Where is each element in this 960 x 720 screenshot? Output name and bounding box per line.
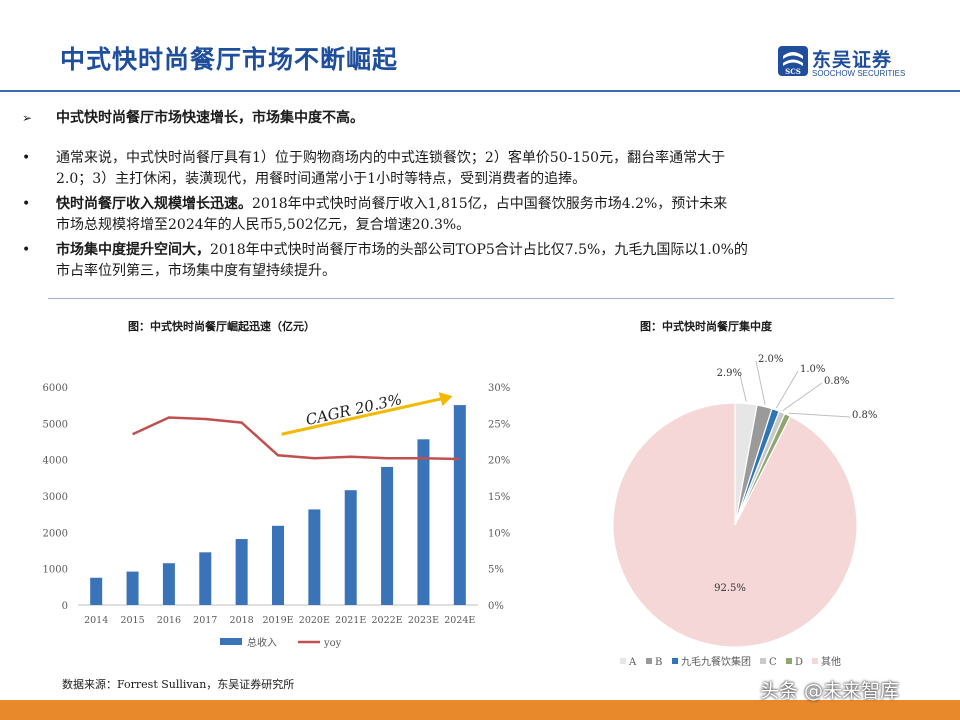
pie-value-label: 1.0% (800, 364, 825, 375)
concentration-pie-chart: 2.9%2.0%1.0%0.8%0.8%92.5%A B 九毛九餐饮集团 C D 其他 (612, 354, 877, 668)
watermark: 头条 @未来智库 (760, 680, 900, 702)
pie-leader-line (755, 360, 766, 405)
bullet-2-line-2: 市场总规模将增至2024年的人民币5,502亿元，复合增速20.3%。 (56, 217, 471, 233)
legend-label: A (628, 657, 637, 668)
y-right-tick-label: 0% (488, 601, 504, 612)
brand-logo: SCS 东吴证券 SOOCHOW SECURITIES (778, 44, 928, 80)
bar-2023E (417, 439, 430, 605)
y-left-tick-label: 3000 (43, 492, 68, 503)
bullet-3-line-2: 市占率位列第三，市场集中度有望持续提升。 (56, 263, 336, 279)
svg-text:SCS: SCS (785, 67, 801, 76)
x-tick-label: 2023E (408, 615, 439, 626)
x-tick-label: 2017 (193, 615, 217, 626)
pie-leader-line (775, 370, 799, 409)
pie-leader-line (739, 374, 747, 402)
legend-label-yoy: yoy (323, 638, 342, 649)
bar-2015 (126, 571, 139, 605)
y-right-tick-label: 5% (488, 565, 504, 576)
pie-value-label: 2.0% (758, 354, 783, 365)
legend-swatch-九毛九餐饮集团 (672, 658, 678, 664)
y-right-tick-label: 20% (488, 456, 510, 467)
headline-text: 中式快时尚餐厅市场快速增长，市场集中度不高。 (56, 110, 364, 126)
bar-2020E (308, 509, 321, 605)
x-tick-label: 2019E (262, 615, 293, 626)
y-right-tick-label: 10% (488, 528, 510, 539)
y-left-tick-label: 4000 (43, 456, 68, 467)
title-divider (0, 90, 960, 92)
legend-swatch-B (646, 658, 652, 664)
bullet-1-text-1: 通常来说，中式快时尚餐厅具有1）位于购物商场内的中式连锁餐饮；2）客单价50-1… (56, 150, 726, 166)
y-right-tick-label: 30% (488, 383, 510, 394)
y-left-tick-label: 2000 (43, 528, 68, 539)
pie-slice-其他 (612, 402, 858, 648)
soochow-logo-icon: SCS (778, 46, 808, 76)
dot-bullet-icon: • (22, 242, 31, 258)
x-tick-label: 2020E (299, 615, 330, 626)
right-chart-title: 图：中式快时尚餐厅集中度 (640, 320, 772, 333)
revenue-chart: 0 1000 2000 3000 4000 5000 6000 0% 5% 10% 15% 20% 25… (43, 383, 511, 649)
page-title: 中式快时尚餐厅市场不断崛起 (60, 45, 399, 74)
bar-2016 (162, 563, 175, 605)
legend-label: C (769, 657, 777, 668)
y-left-tick-label: 5000 (43, 419, 68, 430)
bullet-3-bold: 市场集中度提升空间大， (56, 242, 210, 258)
y-left-tick-label: 1000 (43, 565, 68, 576)
legend-swatch-D (786, 658, 792, 664)
y-left-tick-label: 6000 (43, 383, 68, 394)
dot-bullet-icon: • (22, 150, 31, 166)
bullet-3-text-1: 2018年中式快时尚餐厅市场的头部公司TOP5合计占比仅7.5%，九毛九国际以1… (210, 242, 748, 258)
data-source-note: 数据来源：Forrest Sullivan，东吴证券研究所 (62, 678, 295, 691)
bullet-1-line-1: • 通常来说，中式快时尚餐厅具有1）位于购物商场内的中式连锁餐饮；2）客单价50… (22, 148, 725, 169)
cagr-annotation: CAGR 20.3% (304, 390, 404, 429)
x-tick-label: 2015 (120, 615, 144, 626)
bullet-3-line-1: • 市场集中度提升空间大，2018年中式快时尚餐厅市场的头部公司TOP5合计占比… (22, 240, 748, 261)
legend-label: D (795, 657, 803, 668)
bar-2021E (344, 490, 357, 605)
left-chart-title: 图：中式快时尚餐厅崛起迅速（亿元） (128, 320, 315, 333)
bar-2018 (235, 539, 248, 605)
bar-2024E (453, 405, 466, 605)
bullet-2-bold: 快时尚餐厅收入规模增长迅速。 (56, 196, 252, 212)
y-left-tick-label: 0 (62, 601, 68, 612)
headline-row: ➢ 中式快时尚餐厅市场快速增长，市场集中度不高。 (22, 108, 364, 129)
bar-2022E (381, 466, 394, 605)
pie-value-label: 0.8% (852, 410, 877, 421)
bar-2014 (90, 577, 103, 605)
cagr-arrow-line (281, 396, 445, 436)
pie-value-label: 2.9% (717, 368, 742, 379)
x-tick-label: 2016 (157, 615, 181, 626)
legend-swatch-C (760, 658, 766, 664)
bullet-1-line-2: 2.0；3）主打休闲，装潢现代，用餐时间通常小于1小时等特点，受到消费者的追捧。 (56, 171, 587, 187)
yoy-line (132, 416, 460, 461)
pie-leader-line (788, 412, 851, 418)
legend-swatch-其他 (812, 658, 818, 664)
logo-chinese-name: 东吴证券 (812, 49, 893, 71)
x-tick-label: 2014 (84, 615, 108, 626)
x-tick-label: 2022E (372, 615, 403, 626)
dot-bullet-icon: • (22, 196, 31, 212)
bar-2017 (199, 552, 212, 605)
cagr-arrow-head (438, 392, 453, 407)
pie-value-label: 92.5% (714, 583, 746, 594)
bullet-2-text-1: 2018年中式快时尚餐厅收入1,815亿，占中国餐饮服务市场4.2%，预计未来 (252, 196, 728, 212)
legend-swatch-A (620, 658, 626, 664)
bar-2019E (272, 525, 284, 605)
logo-english-name: SOOCHOW SECURITIES (812, 69, 906, 78)
y-right-tick-label: 15% (488, 492, 510, 503)
bullet-2-line-1: • 快时尚餐厅收入规模增长迅速。2018年中式快时尚餐厅收入1,815亿，占中国… (22, 194, 727, 215)
pie-value-label: 0.8% (824, 376, 849, 387)
y-right-tick-label: 25% (488, 419, 510, 430)
x-tick-label: 2024E (444, 615, 475, 626)
legend-label: B (655, 657, 662, 668)
legend-label-revenue: 总收入 (247, 636, 277, 649)
legend-swatch-revenue (220, 638, 242, 645)
section-divider (48, 298, 894, 299)
x-tick-label: 2021E (335, 615, 366, 626)
x-tick-label: 2018 (230, 615, 254, 626)
legend-label: 九毛九餐饮集团 (681, 655, 751, 668)
legend-label: 其他 (821, 655, 841, 668)
arrow-bullet-icon: ➢ (22, 111, 33, 125)
footer-bar (0, 700, 960, 720)
pie-leader-line (782, 382, 823, 411)
